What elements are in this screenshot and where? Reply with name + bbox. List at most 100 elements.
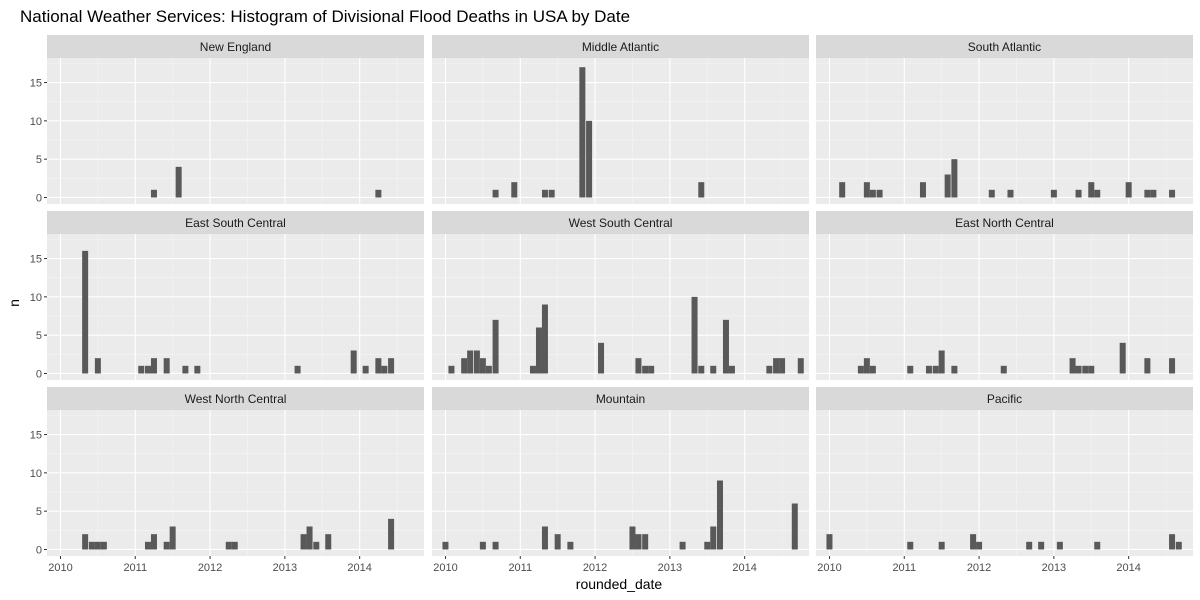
histogram-bar [388,518,395,550]
histogram-bar [598,342,605,374]
histogram-bar [648,365,655,374]
y-axis-title: n [6,299,22,307]
facet-strip [816,387,1193,410]
facet-strip [432,211,809,234]
y-tick-label: 10 [30,292,42,304]
histogram-bar [1088,365,1095,374]
histogram-bar [1169,358,1176,374]
y-tick-label: 0 [36,192,42,204]
histogram-bar [779,358,786,374]
histogram-bar [988,189,995,198]
x-tick-label: 2011 [123,562,147,574]
histogram-bar [857,365,864,374]
y-tick-label: 10 [30,468,42,480]
histogram-bar [797,358,804,374]
histogram-bar [100,541,107,550]
histogram-bar [1007,189,1014,198]
histogram-bar [94,541,101,550]
histogram-bar [629,526,636,550]
histogram-bar [144,365,151,374]
histogram-bar [1050,189,1057,198]
histogram-bar [529,365,536,374]
facet-strip-label: Middle Atlantic [582,40,659,54]
y-tick-label: 0 [36,544,42,556]
histogram-bar [1144,189,1151,198]
histogram-bar [175,166,182,198]
facet-south-atlantic: South Atlantic [816,35,1193,204]
histogram-bar [1000,365,1007,374]
histogram-bar [554,534,561,550]
histogram-bar [976,541,983,550]
chart-title: National Weather Services: Histogram of … [20,7,630,26]
facet-east-south-central: East South Central 0 5 10 15 [30,211,424,380]
x-tick-label: 2013 [273,562,297,574]
histogram-bar [951,159,958,198]
x-tick-label: 2014 [347,562,371,574]
histogram-bar [88,541,95,550]
x-tick-label: 2011 [892,562,916,574]
panel-background [816,234,1193,380]
histogram-bar [839,182,846,198]
x-tick-label: 2012 [198,562,222,574]
histogram-bar [163,358,170,374]
histogram-bar [869,189,876,198]
y-tick-label: 5 [36,330,42,342]
histogram-bar [1119,342,1126,374]
histogram-bar [1075,365,1082,374]
x-tick-label: 2013 [658,562,682,574]
histogram-bar [919,182,926,198]
x-tick-label: 2013 [1042,562,1066,574]
histogram-bar [773,358,780,374]
facet-west-north-central: West North Central 0 5 10 15 2010 2011 2012 2013… [30,387,424,574]
x-tick-label: 2012 [967,562,991,574]
histogram-bar [704,541,711,550]
histogram-bar [138,365,145,374]
histogram-bar [1150,189,1157,198]
x-tick-label: 2010 [817,562,841,574]
histogram-bar [635,358,642,374]
y-tick-label: 15 [30,254,42,266]
x-tick-label: 2012 [583,562,607,574]
histogram-bar [541,526,548,550]
histogram-bar [698,182,705,198]
histogram-bar [169,526,176,550]
y-tick-label: 15 [30,78,42,90]
histogram-bar [710,526,717,550]
histogram-bar [375,189,382,198]
histogram-bar [691,296,698,374]
histogram-bar [144,541,151,550]
histogram-bar [635,534,642,550]
facet-strip-label: Pacific [987,392,1022,406]
histogram-bar [579,67,586,198]
histogram-bar [548,189,555,198]
y-tick-label: 0 [36,368,42,380]
histogram-bar [951,365,958,374]
histogram-bar [375,358,382,374]
histogram-bar [388,358,395,374]
histogram-bar [231,541,238,550]
histogram-bar [1094,189,1101,198]
histogram-bar [461,358,468,374]
histogram-bar [791,503,798,550]
histogram-bar [925,365,932,374]
histogram-bar [325,534,332,550]
histogram-bar [586,120,593,198]
histogram-bar [1169,189,1176,198]
facet-strip-label: South Atlantic [968,40,1041,54]
histogram-bar [485,365,492,374]
panel-background [432,234,809,380]
facet-new-england: New England 0 5 10 15 [30,35,424,204]
histogram-bar [1175,541,1182,550]
histogram-bar [863,358,870,374]
x-tick-label: 2010 [48,562,72,574]
histogram-bar [1075,189,1082,198]
facet-strip [816,35,1193,58]
facet-strip [816,211,1193,234]
histogram-bar [82,250,89,374]
y-tick-label: 10 [30,116,42,128]
histogram-bar [362,365,369,374]
x-tick-label: 2010 [433,562,457,574]
histogram-bar [944,174,951,198]
facet-west-south-central: West South Central [432,211,809,380]
histogram-bar [82,534,89,550]
